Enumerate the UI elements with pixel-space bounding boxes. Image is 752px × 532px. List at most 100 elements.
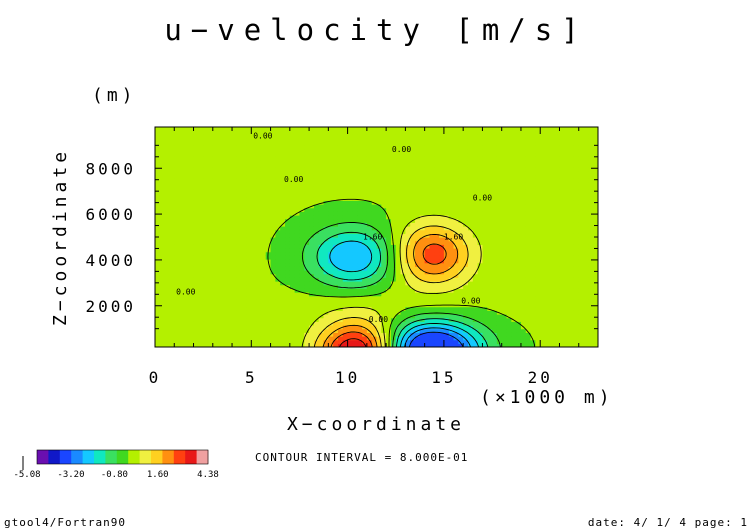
field-cell (232, 244, 238, 249)
field-cell (304, 321, 310, 326)
field-cell (193, 130, 199, 135)
field-cell (520, 152, 527, 157)
field-cell (400, 167, 406, 172)
field-cell (381, 299, 387, 304)
field-cell (492, 343, 498, 347)
field-cell (434, 251, 440, 256)
field-cell (511, 303, 517, 308)
field-cell (179, 193, 185, 198)
field-cell (371, 152, 378, 157)
field-cell (159, 127, 166, 132)
field-cell (217, 127, 224, 132)
field-cell (463, 167, 469, 172)
field-cell (357, 163, 363, 168)
field-cell (289, 127, 296, 132)
field-cell (313, 185, 320, 190)
field-cell (520, 306, 527, 311)
field-cell (381, 134, 387, 139)
field-cell (424, 200, 431, 205)
field-cell (520, 149, 527, 154)
field-cell (347, 284, 354, 289)
field-cell (169, 328, 175, 333)
field-cell (545, 182, 551, 187)
field-cell (203, 211, 209, 216)
field-cell (260, 251, 267, 256)
field-cell (304, 182, 310, 187)
field-cell (236, 270, 243, 275)
field-cell (395, 145, 402, 150)
field-cell (381, 244, 387, 249)
field-cell (275, 248, 281, 253)
field-cell (183, 262, 190, 267)
field-cell (260, 295, 267, 300)
field-cell (496, 160, 503, 165)
field-cell (333, 259, 339, 264)
field-cell (467, 185, 474, 190)
field-cell (270, 127, 276, 132)
field-cell (342, 178, 349, 183)
field-cell (390, 233, 397, 238)
field-cell (371, 284, 378, 289)
field-cell (207, 262, 214, 267)
field-cell (318, 145, 325, 150)
field-cell (386, 127, 392, 132)
field-cell (183, 163, 190, 168)
field-cell (540, 171, 546, 176)
field-cell (198, 189, 204, 194)
field-cell (265, 233, 272, 238)
field-cell (241, 262, 248, 267)
field-cell (323, 255, 329, 260)
field-cell (313, 303, 320, 308)
field-cell (236, 328, 243, 333)
field-cell (333, 339, 339, 344)
field-cell (299, 193, 305, 198)
field-cell (337, 244, 344, 249)
field-cell (439, 288, 445, 293)
field-cell (357, 255, 363, 260)
field-cell (530, 292, 537, 297)
field-cell (280, 141, 286, 146)
field-cell (337, 281, 344, 286)
field-cell (453, 266, 459, 271)
field-cell (256, 299, 262, 304)
field-cell (155, 167, 161, 172)
field-cell (386, 152, 392, 157)
field-cell (400, 248, 406, 253)
field-cell (371, 321, 378, 326)
field-cell (410, 328, 416, 333)
field-cell (530, 288, 537, 293)
field-cell (207, 134, 214, 139)
field-cell (458, 182, 464, 187)
field-cell (535, 178, 541, 183)
field-cell (376, 251, 382, 256)
field-cell (241, 207, 248, 212)
field-cell (434, 167, 440, 172)
field-cell (419, 281, 426, 286)
field-cell (164, 189, 171, 194)
field-cell (458, 277, 464, 282)
field-cell (323, 149, 329, 154)
field-cell (381, 251, 387, 256)
field-cell (236, 248, 243, 253)
field-cell (174, 149, 180, 154)
field-cell (155, 171, 161, 176)
field-cell (496, 156, 503, 161)
field-cell (174, 141, 180, 146)
field-cell (371, 218, 378, 223)
field-cell (535, 281, 541, 286)
field-cell (429, 310, 435, 315)
field-cell (203, 178, 209, 183)
field-cell (299, 306, 305, 311)
field-cell (169, 303, 175, 308)
field-cell (164, 248, 171, 253)
field-cell (333, 134, 339, 139)
field-cell (443, 134, 450, 139)
field-cell (198, 130, 204, 135)
field-cell (251, 281, 257, 286)
field-cell (246, 295, 252, 300)
field-cell (313, 248, 320, 253)
field-cell (472, 134, 479, 139)
field-cell (207, 343, 214, 347)
field-cell (347, 156, 354, 161)
field-cell (299, 160, 305, 165)
